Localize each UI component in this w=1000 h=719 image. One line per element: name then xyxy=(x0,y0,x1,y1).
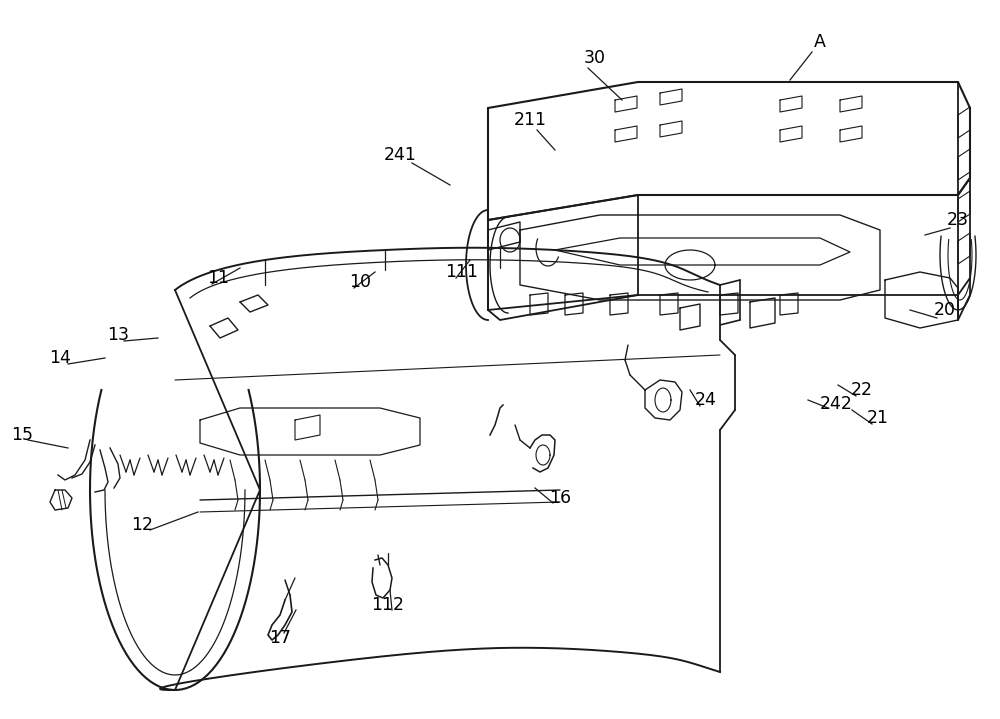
Text: 17: 17 xyxy=(269,629,291,647)
Text: 14: 14 xyxy=(49,349,71,367)
Text: 211: 211 xyxy=(514,111,546,129)
Text: 24: 24 xyxy=(695,391,717,409)
Text: 12: 12 xyxy=(131,516,153,534)
Text: 242: 242 xyxy=(820,395,852,413)
Text: A: A xyxy=(814,33,826,51)
Text: 15: 15 xyxy=(11,426,33,444)
Text: 16: 16 xyxy=(549,489,571,507)
Text: 112: 112 xyxy=(372,596,404,614)
Text: 11: 11 xyxy=(207,269,229,287)
Text: 111: 111 xyxy=(446,263,479,281)
Text: 20: 20 xyxy=(934,301,956,319)
Text: 241: 241 xyxy=(384,146,416,164)
Text: 13: 13 xyxy=(107,326,129,344)
Text: 23: 23 xyxy=(947,211,969,229)
Text: 30: 30 xyxy=(584,49,606,67)
Text: 22: 22 xyxy=(851,381,873,399)
Text: 10: 10 xyxy=(349,273,371,291)
Text: 21: 21 xyxy=(867,409,889,427)
